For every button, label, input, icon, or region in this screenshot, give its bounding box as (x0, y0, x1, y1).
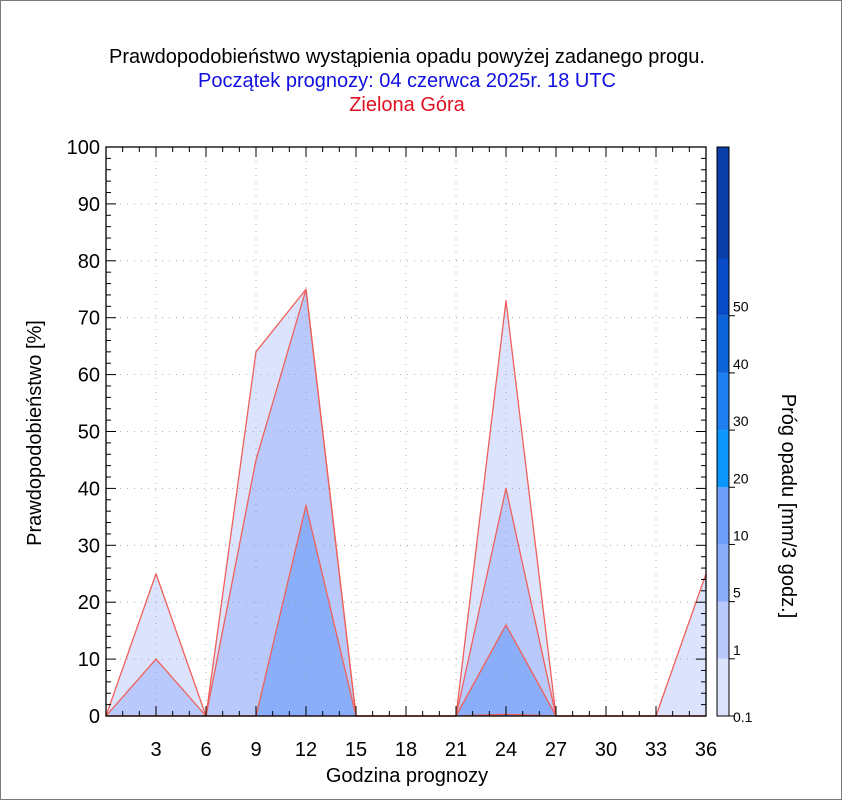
y-tick-label: 30 (78, 535, 100, 557)
x-tick-label: 15 (345, 739, 367, 761)
y-axis-label: Prawdopodobieństwo [%] (24, 320, 46, 546)
colorbar-label: Próg opadu [mm/3 godz.] (777, 394, 799, 619)
colorbar: 0.1 1 5 10 20 30 40 50 (716, 146, 753, 725)
x-tick-label: 18 (395, 739, 417, 761)
plot-background (106, 147, 706, 716)
colorbar-band (717, 315, 729, 373)
colorbar-tick-label: 5 (733, 585, 741, 601)
colorbar-border (716, 146, 730, 717)
x-tick-label: 21 (445, 739, 467, 761)
y-tick-label: 40 (78, 478, 100, 500)
y-tick-label: 90 (78, 194, 100, 216)
x-axis-label: Godzina prognozy (326, 765, 488, 787)
x-tick-label: 24 (495, 739, 517, 761)
x-tick-label: 36 (695, 739, 717, 761)
colorbar-band (717, 601, 729, 659)
y-tick-label: 50 (78, 422, 100, 444)
colorbar-band (717, 372, 729, 431)
y-tick-label: 0 (89, 706, 100, 728)
colorbar-tick-label: 20 (733, 470, 749, 486)
x-tick-label: 27 (545, 739, 567, 761)
colorbar-tick-label: 10 (733, 527, 749, 543)
x-tick-label: 33 (645, 739, 667, 761)
colorbar-band (717, 487, 729, 545)
x-tick-label: 3 (150, 739, 161, 761)
y-tick-label: 60 (78, 365, 100, 387)
colorbar-band (717, 430, 729, 488)
y-tick-label: 10 (78, 649, 100, 671)
chart-location: Zielona Góra (349, 94, 465, 116)
y-tick-label: 70 (78, 308, 100, 330)
x-tick-label: 9 (250, 739, 261, 761)
y-tick-label: 80 (78, 251, 100, 273)
colorbar-tick-label: 1 (733, 642, 741, 658)
colorbar-tick-label: 40 (733, 356, 749, 372)
y-tick-label: 20 (78, 592, 100, 614)
x-tick-label: 6 (200, 739, 211, 761)
x-tick-label: 12 (295, 739, 317, 761)
colorbar-band (717, 147, 729, 259)
colorbar-band (717, 658, 729, 716)
colorbar-tick-label: 0.1 (733, 709, 753, 725)
chart-title: Prawdopodobieństwo wystąpienia opadu pow… (109, 46, 705, 68)
colorbar-tick-label: 30 (733, 413, 749, 429)
colorbar-band (717, 258, 729, 316)
x-tick-label: 30 (595, 739, 617, 761)
colorbar-band (717, 544, 729, 602)
y-tick-label: 100 (67, 137, 100, 159)
colorbar-tick-label: 50 (733, 299, 749, 315)
chart-subtitle: Początek prognozy: 04 czerwca 2025r. 18 … (198, 70, 616, 92)
